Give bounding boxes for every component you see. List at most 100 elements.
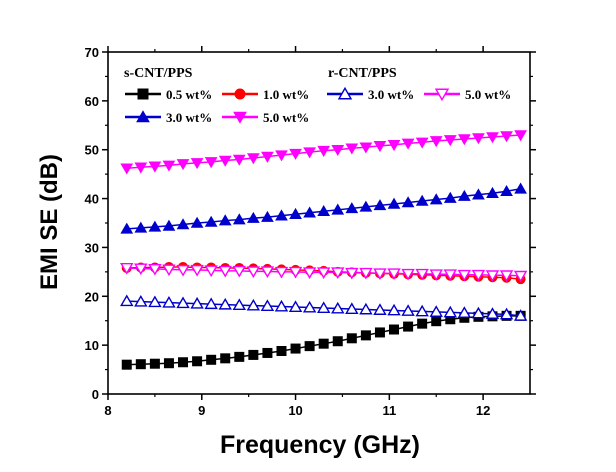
data-point — [374, 327, 385, 338]
data-point — [218, 297, 232, 310]
data-point — [290, 343, 301, 354]
data-point — [148, 295, 162, 308]
legend-marker — [337, 86, 353, 100]
data-point — [206, 354, 217, 365]
data-point — [261, 210, 274, 222]
series-4 — [120, 130, 527, 175]
data-point — [331, 144, 345, 156]
series-5 — [120, 294, 528, 321]
data-point — [176, 296, 190, 309]
data-point — [260, 299, 275, 312]
data-point — [162, 264, 176, 277]
data-point — [415, 268, 429, 281]
data-point — [274, 266, 289, 279]
plot-area — [120, 130, 528, 370]
y-tick-label: 70 — [85, 45, 99, 60]
data-point — [331, 203, 345, 215]
data-point — [373, 303, 387, 315]
data-point — [162, 160, 176, 172]
legend-item: 3.0 wt% — [327, 86, 414, 102]
data-point — [163, 358, 174, 369]
legend-group-title: r-CNT/PPS — [328, 66, 397, 81]
data-point — [246, 266, 261, 279]
data-point — [261, 151, 274, 163]
data-point — [415, 304, 429, 317]
data-point — [429, 305, 443, 317]
data-point — [346, 333, 357, 344]
data-point — [149, 358, 160, 369]
data-point — [457, 134, 471, 146]
legend-label: 3.0 wt% — [368, 87, 414, 102]
data-point — [429, 136, 443, 148]
legend-label: 3.0 wt% — [166, 110, 212, 125]
data-point — [317, 204, 331, 217]
data-point — [486, 132, 499, 144]
data-point — [302, 300, 317, 313]
data-point — [471, 306, 486, 319]
x-tick-label: 12 — [476, 403, 490, 418]
data-point — [135, 359, 146, 370]
data-point — [303, 206, 316, 218]
y-tick-label: 60 — [85, 94, 99, 109]
data-point — [134, 294, 148, 307]
y-tick-label: 0 — [92, 387, 99, 402]
data-point — [288, 300, 303, 313]
data-point — [218, 265, 232, 278]
legend-marker — [136, 110, 150, 123]
data-point — [429, 193, 443, 205]
data-point — [148, 161, 162, 173]
y-tick-label: 10 — [85, 338, 99, 353]
data-point — [190, 158, 204, 170]
y-tick-label: 30 — [85, 240, 99, 255]
data-point — [373, 199, 387, 211]
data-point — [176, 218, 190, 230]
data-point — [359, 142, 373, 154]
data-point — [162, 219, 176, 231]
data-point — [218, 155, 232, 167]
data-point — [232, 154, 246, 166]
data-point — [178, 357, 189, 368]
data-point — [276, 346, 287, 357]
data-point — [134, 263, 148, 276]
data-point — [485, 307, 500, 319]
data-point — [134, 162, 148, 174]
legend: s-CNT/PPS r-CNT/PPS 0.5 wt% 1.0 wt% 3.0 wt% 5… — [124, 66, 511, 125]
data-point — [274, 299, 289, 312]
data-point — [387, 140, 401, 152]
y-tick-label: 50 — [85, 143, 99, 158]
data-point — [499, 270, 514, 282]
data-point — [275, 150, 288, 162]
data-point — [513, 309, 528, 321]
data-point — [417, 318, 428, 329]
data-point — [387, 303, 401, 316]
data-point — [246, 211, 260, 223]
data-point — [499, 307, 514, 320]
series-3 — [120, 182, 527, 234]
data-point — [345, 143, 359, 155]
data-point — [148, 263, 162, 276]
data-point — [190, 296, 204, 309]
data-point — [345, 267, 359, 280]
legend-item: 3.0 wt% — [125, 110, 212, 125]
data-point — [457, 306, 472, 318]
data-point — [220, 353, 231, 364]
data-point — [345, 302, 359, 314]
data-point — [401, 196, 415, 208]
data-point — [415, 194, 429, 206]
data-point — [289, 148, 302, 160]
series-6 — [120, 262, 528, 283]
data-point — [120, 163, 134, 175]
axes: 8 9 10 11 12 0 10 20 30 40 50 60 70 — [85, 45, 536, 418]
data-point — [443, 191, 457, 203]
data-point — [204, 265, 218, 278]
data-point — [246, 298, 261, 311]
data-point — [443, 269, 457, 281]
data-point — [387, 268, 401, 281]
data-point — [360, 330, 371, 341]
x-tick-label: 11 — [382, 403, 396, 418]
data-point — [513, 270, 528, 283]
data-point — [318, 338, 329, 349]
legend-group-title: s-CNT/PPS — [124, 66, 193, 81]
data-point — [218, 214, 232, 226]
